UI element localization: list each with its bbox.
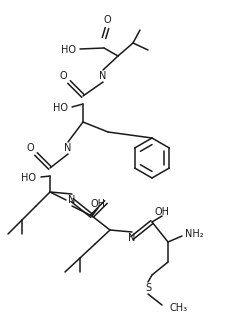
Text: HO: HO (22, 173, 36, 183)
Text: OH: OH (155, 207, 169, 217)
Text: N: N (68, 195, 76, 205)
Text: O: O (103, 15, 111, 25)
Text: N: N (99, 71, 107, 81)
Text: NH₂: NH₂ (185, 229, 204, 239)
Text: HO: HO (52, 103, 68, 113)
Text: S: S (145, 283, 151, 293)
Text: OH: OH (90, 199, 106, 209)
Text: O: O (26, 143, 34, 153)
Text: O: O (59, 71, 67, 81)
Text: N: N (64, 143, 72, 153)
Text: CH₃: CH₃ (170, 303, 188, 313)
Text: HO: HO (60, 45, 76, 55)
Text: N: N (128, 233, 136, 243)
